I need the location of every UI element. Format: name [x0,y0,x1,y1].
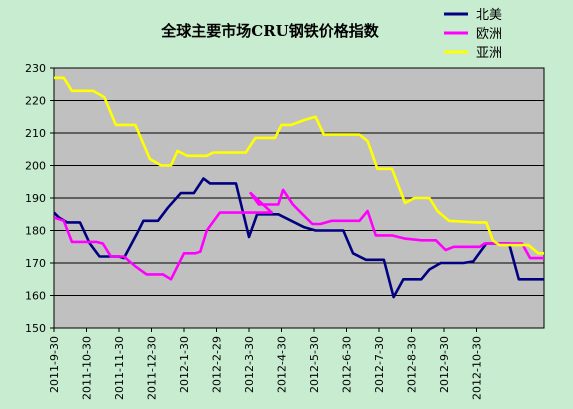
chart-title: 全球主要市场CRU钢铁价格指数 [160,22,379,40]
y-tick-label: 210 [25,127,46,140]
x-tick-label: 2012-1-30 [178,336,191,393]
x-tick-label: 2012-6-30 [341,336,354,393]
y-tick-label: 230 [25,62,46,75]
x-tick-label: 2011-9-30 [48,336,61,393]
y-tick-label: 180 [25,225,46,238]
x-tick-label: 2012-3-30 [243,336,256,393]
series-lines [54,76,544,299]
series-line-欧洲 [54,188,544,281]
x-tick-label: 2012-5-30 [308,336,321,393]
y-tick-label: 200 [25,160,46,173]
series-line-亚洲 [54,76,544,255]
x-tick-label: 2012-7-30 [373,336,386,393]
x-tick-label: 2012-9-30 [438,336,451,393]
y-tick-label: 150 [25,322,46,335]
x-tick-label: 2012-2-29 [211,336,224,393]
y-axis: 150 160 170 180 190 200 210 220 230 [25,62,54,335]
x-tick-label: 2011-11-30 [113,336,126,400]
legend-label: 北美 [476,8,502,23]
y-tick-label: 220 [25,95,46,108]
x-tick-label: 2012-8-30 [406,336,419,393]
y-tick-label: 170 [25,257,46,270]
y-tick-label: 190 [25,192,46,205]
x-tick-label: 2011-12-30 [146,336,159,400]
x-tick-label: 2011-10-30 [81,336,94,400]
legend-label: 欧洲 [476,27,502,42]
y-tick-label: 160 [25,290,46,303]
legend-label: 亚洲 [476,46,502,61]
x-tick-label: 2012-4-30 [276,336,289,393]
x-axis: 2011-9-30 2011-10-30 2011-11-30 2011-12-30 2… [48,328,484,400]
x-tick-label: 2012-10-30 [471,336,484,400]
